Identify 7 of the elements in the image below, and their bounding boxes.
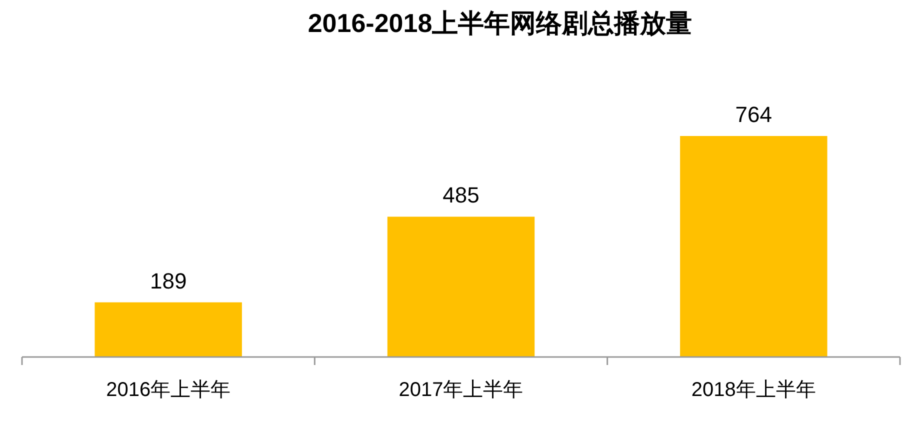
data-label: 764 <box>735 102 772 127</box>
data-label: 485 <box>442 182 480 208</box>
x-tick-label: 2018年上半年 <box>691 379 816 401</box>
x-tick-label: 2017年上半年 <box>398 379 524 401</box>
data-label: 189 <box>150 268 187 294</box>
x-tick-label: 2016年上半年 <box>106 379 231 401</box>
chart-title: 2016-2018上半年网络剧总播放量 <box>308 8 692 38</box>
